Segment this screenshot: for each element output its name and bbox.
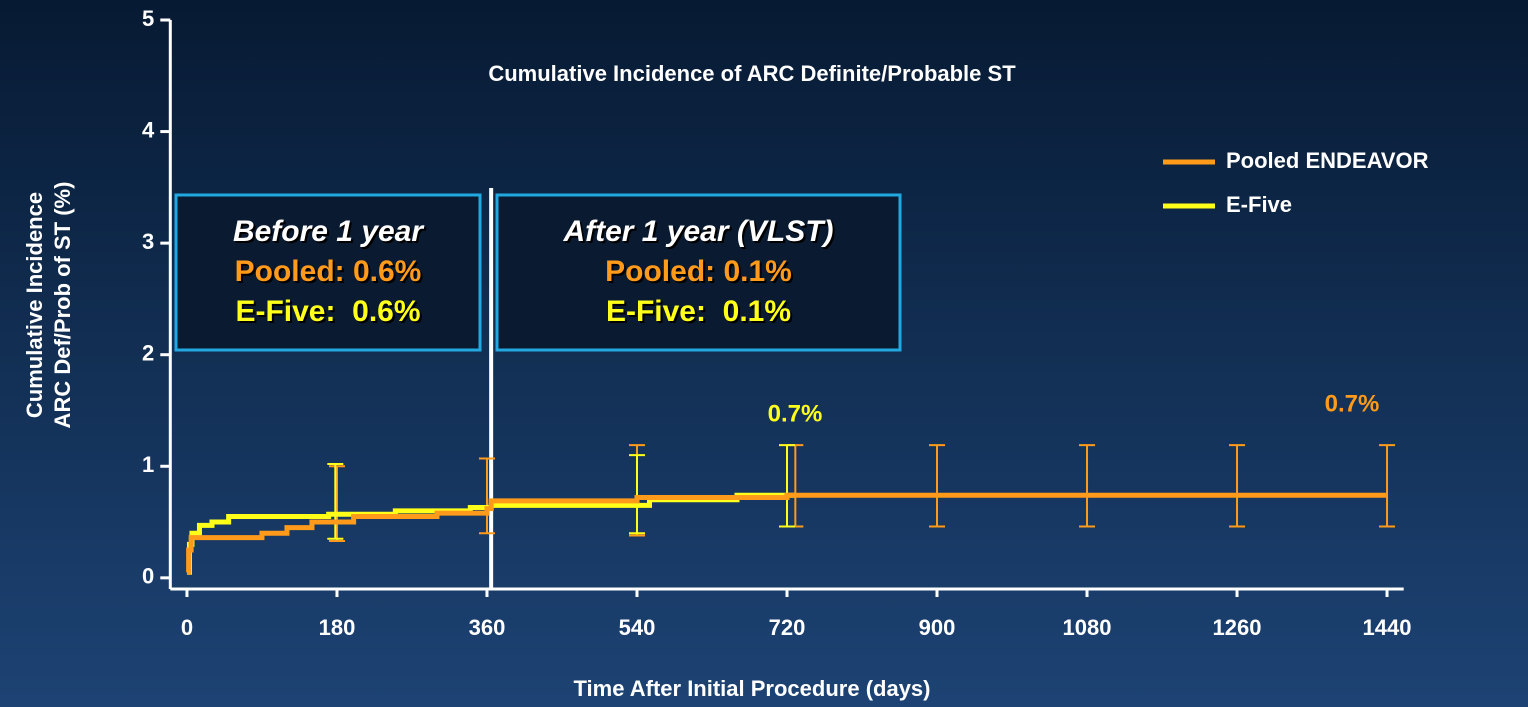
annotation: 0.7% bbox=[768, 400, 823, 427]
error-bar bbox=[628, 454, 645, 535]
info-box-text: Pooled: 0.6% bbox=[235, 255, 422, 288]
info-box-text: After 1 year (VLST) bbox=[562, 215, 833, 248]
error-bar bbox=[478, 457, 495, 535]
y-tick-label: 5 bbox=[142, 6, 154, 31]
series-line bbox=[186, 492, 1388, 575]
error-bar bbox=[328, 465, 345, 543]
y-tick-label: 0 bbox=[142, 564, 154, 589]
y-axis-label: Cumulative Incidence bbox=[22, 192, 47, 418]
x-tick-label: 0 bbox=[181, 615, 193, 640]
error-bar bbox=[1379, 444, 1396, 528]
info-box-text: E-Five: 0.1% bbox=[606, 295, 791, 328]
chart-title: Cumulative Incidence of ARC Definite/Pro… bbox=[488, 61, 1016, 86]
y-axis-label: ARC Def/Prob of ST (%) bbox=[50, 182, 75, 429]
x-tick-label: 540 bbox=[619, 615, 656, 640]
info-box-text: E-Five: 0.6% bbox=[235, 295, 420, 328]
annotation: 0.7% bbox=[1325, 390, 1380, 417]
x-axis-label: Time After Initial Procedure (days) bbox=[574, 676, 931, 701]
legend-label: Pooled ENDEAVOR bbox=[1226, 148, 1429, 173]
error-bar bbox=[1079, 444, 1096, 528]
y-tick-label: 3 bbox=[142, 229, 154, 254]
x-tick-label: 1440 bbox=[1363, 615, 1412, 640]
x-tick-label: 720 bbox=[769, 615, 806, 640]
error-bar bbox=[327, 463, 344, 540]
x-tick-label: 900 bbox=[919, 615, 956, 640]
info-box bbox=[174, 193, 482, 352]
series-line bbox=[186, 492, 796, 575]
x-tick-label: 360 bbox=[469, 615, 506, 640]
info-box-text: Pooled: 0.1% bbox=[605, 255, 792, 288]
x-tick-label: 1080 bbox=[1063, 615, 1112, 640]
error-bar bbox=[779, 444, 795, 528]
y-tick-label: 2 bbox=[142, 341, 154, 366]
x-tick-label: 180 bbox=[319, 615, 356, 640]
info-box-text: Before 1 year bbox=[233, 215, 425, 248]
legend-label: E-Five bbox=[1226, 192, 1292, 217]
info-box bbox=[495, 193, 902, 352]
x-tick-label: 1260 bbox=[1213, 615, 1262, 640]
y-tick-label: 4 bbox=[142, 117, 155, 142]
y-tick-label: 1 bbox=[142, 452, 154, 477]
error-bar bbox=[1229, 444, 1246, 528]
error-bar bbox=[929, 444, 946, 528]
